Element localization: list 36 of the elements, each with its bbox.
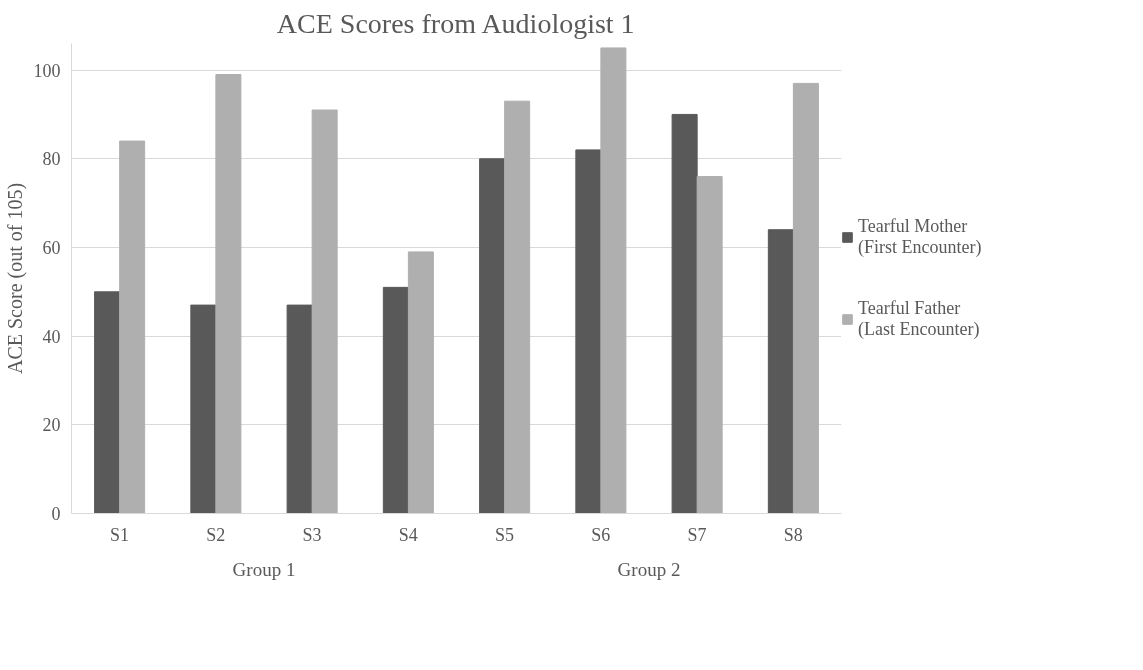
y-tick-label: 100 — [33, 60, 61, 81]
x-tick-label: S2 — [206, 524, 226, 545]
bar — [767, 229, 794, 514]
y-tick-label: 0 — [51, 504, 61, 524]
chart-title: ACE Scores from Audiologist 1 — [276, 7, 635, 39]
x-tick-label: S6 — [591, 524, 611, 545]
bar — [600, 47, 627, 514]
x-tick-label: S3 — [302, 524, 322, 545]
x-tick-label: S5 — [495, 524, 515, 545]
x-tick-label: S8 — [783, 524, 803, 545]
bar — [479, 158, 506, 514]
bar — [575, 149, 602, 514]
x-tick-label: S4 — [398, 524, 418, 545]
y-tick-label: 20 — [42, 415, 61, 436]
text: Group 2 — [617, 558, 681, 580]
bar — [94, 291, 121, 514]
legend-label: Tearful Father (Last Encounter) — [858, 298, 980, 340]
y-tick-label: 60 — [42, 237, 61, 258]
bar — [286, 304, 313, 514]
bar — [407, 251, 434, 514]
bar — [792, 82, 819, 514]
bar — [190, 304, 217, 514]
bar — [671, 113, 698, 514]
bar — [504, 100, 531, 514]
y-tick-label: 80 — [42, 149, 61, 170]
x-tick-label: S1 — [110, 524, 130, 545]
bar — [311, 109, 338, 514]
text: Group 1 — [232, 558, 296, 580]
bar — [119, 140, 146, 514]
bar — [382, 286, 409, 514]
legend-label: Tearful Mother (First Encounter) — [858, 216, 982, 258]
y-axis-title: ACE Score (out of 105) — [3, 182, 27, 375]
y-tick-label: 40 — [42, 326, 61, 347]
x-tick-label: S7 — [687, 524, 707, 545]
bar — [215, 74, 242, 514]
bar — [696, 176, 723, 514]
